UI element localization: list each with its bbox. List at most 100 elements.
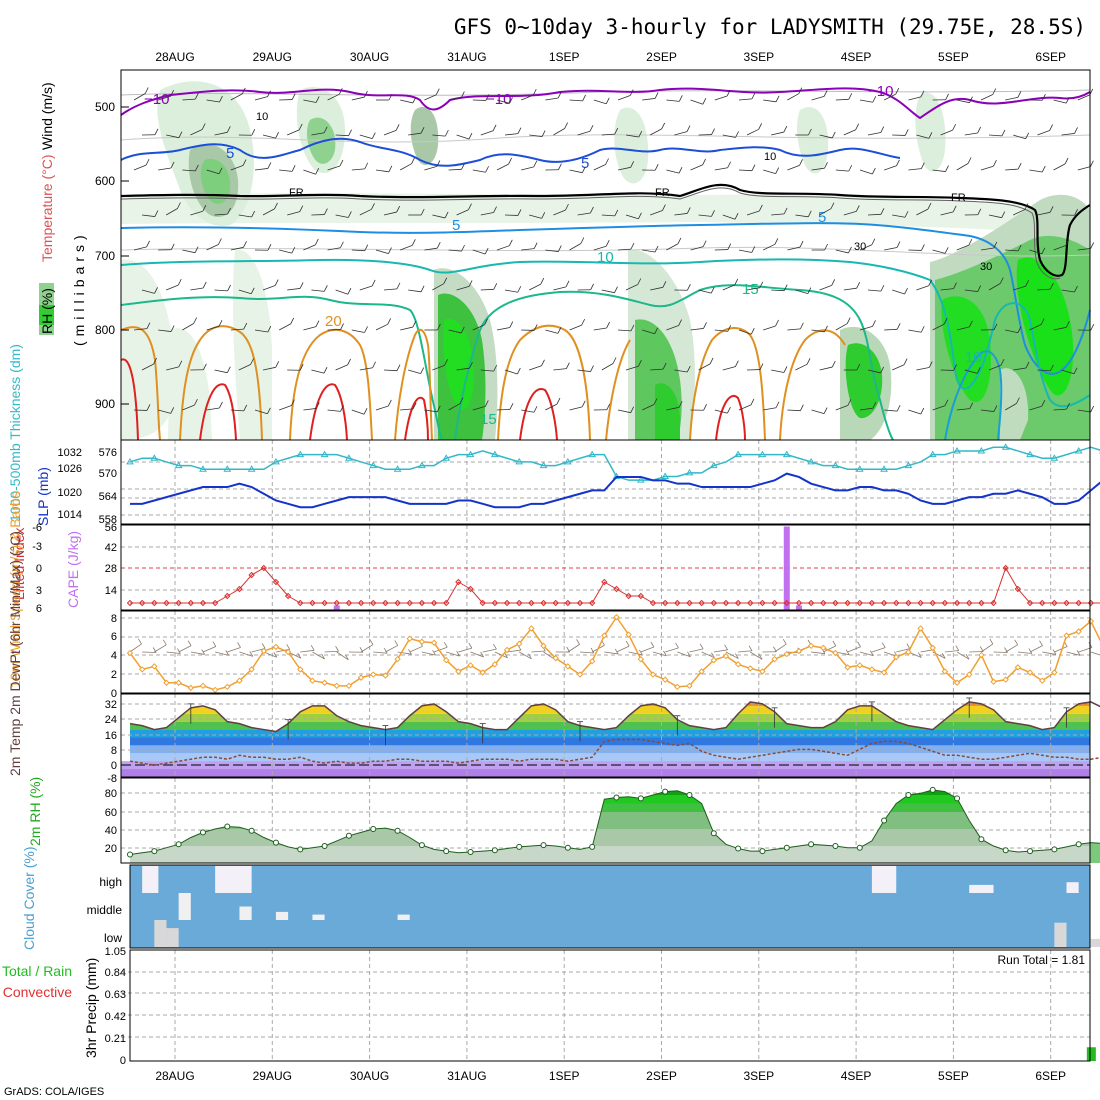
wind-marker: [199, 682, 207, 690]
upper-wind-barb: [625, 365, 639, 371]
upper-air-panel: −10 −10 −10 5 5 FR FR FR 5 5 10 10 15 15…: [39, 69, 1095, 441]
wind-barb-tick: [614, 648, 619, 655]
wind-marker: [759, 668, 766, 675]
upper-wind-barb: [311, 289, 325, 292]
upper-wind-barb: [504, 369, 518, 375]
upper-wind-barb-tick: [177, 202, 181, 209]
thickness-marker: [272, 457, 280, 465]
upper-wind-barb-tick: [227, 207, 231, 215]
upper-wind-barb-tick: [880, 126, 885, 133]
upper-wind-barb-tick: [565, 280, 570, 288]
upper-wind-barb-tick: [735, 131, 739, 138]
li-marker: [479, 599, 486, 607]
upper-wind-barb-tick: [1049, 124, 1053, 131]
li-marker: [588, 599, 596, 607]
svg-text:0: 0: [111, 688, 117, 700]
upper-wind-barb: [262, 134, 276, 139]
wind-marker: [175, 679, 182, 686]
svg-text:-8: -8: [107, 773, 117, 785]
li-marker: [661, 599, 669, 607]
upper-wind-barb: [932, 323, 945, 331]
wind-marker: [929, 644, 936, 652]
svg-text:1032: 1032: [58, 447, 82, 459]
upper-wind-barb-tick: [484, 247, 489, 255]
thickness-marker: [685, 468, 694, 476]
wind-marker: [966, 671, 973, 678]
upper-wind-barb-tick: [435, 88, 440, 95]
upper-wind-barb-tick: [896, 323, 901, 330]
upper-wind-barb-tick: [1025, 280, 1029, 287]
chart-title: GFS 0~10day 3-hourly for LADYSMITH (29.7…: [454, 15, 1086, 39]
upper-wind-barb: [787, 93, 799, 101]
top-date-axis: 28AUG 29AUG 30AUG 31AUG 1SEP 2SEP 3SEP 4SEP 5SEP…: [155, 50, 1066, 64]
rh-marker: [759, 848, 766, 855]
upper-wind-barb: [504, 289, 518, 293]
upper-wind-barb-tick: [945, 93, 949, 100]
upper-wind-barb-tick: [727, 161, 731, 168]
thickness-marker: [515, 457, 524, 465]
li-marker: [297, 599, 304, 607]
cloud-bars: [142, 866, 1100, 947]
thickness-marker: [442, 454, 451, 461]
upper-wind-barb-tick: [170, 161, 175, 169]
upper-wind-barb: [690, 246, 704, 251]
upper-wind-barb: [577, 130, 591, 136]
svg-text:−10: −10: [868, 83, 893, 100]
thickness-label: 1000-500mb Thickness (dm): [7, 344, 23, 522]
upper-wind-barb-tick: [799, 322, 804, 330]
upper-wind-barb-tick: [299, 364, 304, 371]
wind-barb: [227, 647, 241, 653]
temp2m-panel: 32 24 16 8 0 -8 2m Temp 2m DewPt (6hr Mi…: [7, 531, 1100, 785]
upper-wind-barb-tick: [759, 363, 764, 370]
wind-barb-tick: [917, 652, 922, 658]
svg-text:60: 60: [105, 807, 117, 819]
thickness-marker: [928, 450, 937, 458]
li-marker: [1063, 599, 1070, 607]
wind-barb-tick: [857, 641, 861, 647]
svg-text:6: 6: [36, 603, 42, 615]
upper-wind-barb-tick: [274, 279, 279, 286]
svg-text:3: 3: [36, 585, 42, 597]
upper-wind-barb: [480, 130, 494, 136]
upper-wind-barb-tick: [153, 357, 157, 365]
upper-wind-barb: [214, 289, 228, 292]
wind-marker: [357, 674, 365, 681]
upper-wind-barb-tick: [751, 164, 756, 171]
upper-wind-barb-tick: [517, 367, 521, 375]
upper-wind-barb: [956, 408, 970, 411]
li-marker: [649, 599, 657, 607]
upper-wind-barb: [456, 134, 470, 140]
upper-wind-barb: [1013, 367, 1027, 371]
upper-wind-barb-tick: [493, 283, 498, 290]
thickness-marker: [588, 450, 597, 458]
thickness-marker: [393, 465, 402, 472]
thickness-slp-panel: 576 570 564 558 1032 1026 1020 1014 1000…: [7, 344, 1100, 526]
wind-barb: [239, 651, 253, 657]
upper-wind-barb: [674, 369, 688, 373]
wind-marker: [820, 644, 827, 652]
upper-wind-barb: [327, 409, 341, 412]
upper-wind-barb-tick: [953, 364, 957, 371]
li-markers: [126, 564, 1100, 607]
upper-wind-barb: [1029, 249, 1042, 255]
upper-wind-barb-tick: [275, 131, 279, 139]
cloud-bar-low: [154, 920, 167, 947]
upper-wind-barb: [303, 408, 317, 411]
date-label-top: 1SEP: [549, 50, 580, 64]
li-marker: [783, 599, 790, 607]
date-label-bottom: 6SEP: [1035, 1069, 1066, 1083]
upper-wind-barb: [763, 99, 777, 103]
wind-barb-tick: [261, 643, 266, 649]
upper-wind-barb-tick: [734, 360, 739, 367]
svg-text:500: 500: [95, 100, 115, 114]
wind-marker: [649, 671, 657, 678]
upper-wind-barb-tick: [364, 90, 368, 98]
upper-wind-barb-tick: [944, 399, 949, 406]
wind-barb: [750, 651, 763, 660]
upper-wind-barb: [303, 244, 316, 251]
wind-barb-tick: [273, 652, 278, 658]
upper-wind-barb: [545, 97, 559, 101]
wind-marker: [187, 684, 195, 692]
wind-marker: [479, 669, 486, 676]
upper-wind-barb-tick: [267, 407, 271, 414]
